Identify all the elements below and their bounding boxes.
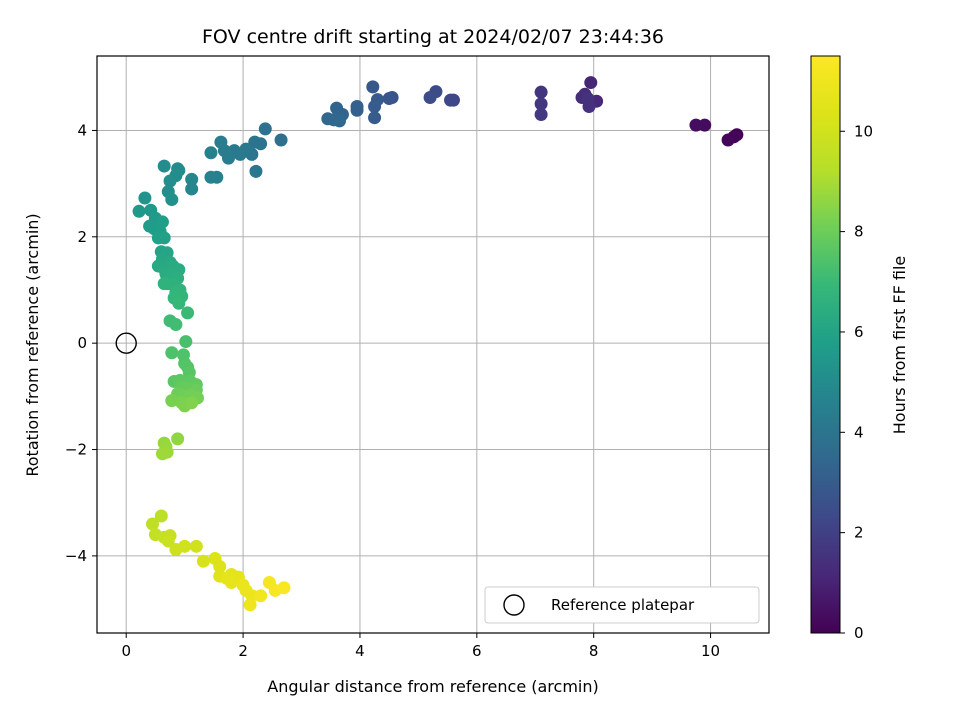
data-point	[249, 164, 263, 178]
colorbar: 0 2 4 6 8 10 Hours from first FF file	[810, 55, 909, 642]
data-point	[224, 575, 238, 589]
colorbar-tick-label: 0	[854, 624, 864, 642]
data-point	[155, 447, 169, 461]
chart-title: FOV centre drift starting at 2024/02/07 …	[202, 26, 664, 48]
data-point	[214, 135, 228, 149]
data-point	[146, 517, 160, 531]
data-point	[157, 231, 171, 245]
data-point	[581, 92, 595, 106]
data-point	[132, 204, 146, 218]
data-point	[185, 172, 199, 186]
data-points	[132, 76, 744, 612]
data-point	[277, 581, 291, 595]
x-tick-label: 0	[121, 642, 131, 660]
data-point	[172, 296, 186, 310]
colorbar-label: Hours from first FF file	[890, 256, 909, 435]
data-point	[185, 396, 199, 410]
data-point	[185, 182, 199, 196]
data-point	[204, 146, 218, 160]
data-point	[333, 114, 347, 128]
x-tick-label: 2	[238, 642, 248, 660]
data-point	[534, 85, 548, 99]
data-point	[138, 191, 152, 205]
colorbar-tick-label: 6	[854, 323, 864, 341]
y-tick-label: −4	[65, 547, 87, 565]
data-point	[721, 133, 735, 147]
x-tick-label: 4	[355, 642, 365, 660]
data-point	[274, 133, 288, 147]
y-axis-label: Rotation from reference (arcmin)	[23, 213, 42, 476]
data-point	[444, 93, 458, 107]
colorbar-tick-label: 4	[854, 423, 864, 441]
y-tick-label: −2	[65, 441, 87, 459]
x-axis-label: Angular distance from reference (arcmin)	[267, 677, 598, 696]
data-point	[154, 509, 168, 523]
data-point	[181, 306, 195, 320]
reference-marker	[115, 332, 137, 354]
x-axis-ticks: 0 2 4 6 8 10	[121, 633, 720, 660]
data-point	[382, 92, 396, 106]
data-point	[534, 97, 548, 111]
data-point	[165, 346, 179, 360]
x-tick-label: 8	[589, 642, 599, 660]
y-axis-ticks: −4 −2 0 2 4	[65, 121, 97, 565]
data-point	[368, 100, 382, 114]
colorbar-tick-label: 2	[854, 524, 864, 542]
data-point	[161, 534, 175, 548]
data-point	[330, 101, 344, 115]
data-point	[196, 554, 210, 568]
data-point	[163, 174, 177, 188]
data-point	[254, 589, 268, 603]
data-point	[350, 100, 364, 114]
plot-frame	[96, 55, 770, 634]
data-point	[157, 277, 171, 291]
colorbar-gradient	[810, 55, 841, 634]
data-point	[423, 90, 437, 104]
legend: Reference platepar	[484, 586, 760, 624]
data-point	[165, 193, 179, 207]
data-point	[189, 539, 203, 553]
data-point	[157, 159, 171, 173]
data-point	[178, 539, 192, 553]
grid-lines	[97, 56, 769, 633]
x-tick-label: 6	[472, 642, 482, 660]
colorbar-tick-label: 10	[854, 122, 873, 140]
data-point	[243, 598, 257, 612]
data-point	[204, 170, 218, 184]
data-point	[258, 122, 272, 136]
data-point	[248, 135, 262, 149]
data-point	[534, 107, 548, 121]
y-tick-label: 2	[77, 228, 87, 246]
data-point	[584, 76, 598, 90]
data-point	[366, 80, 380, 94]
data-point	[169, 318, 183, 332]
legend-label: Reference platepar	[551, 596, 695, 614]
data-point	[165, 394, 179, 408]
data-point	[321, 112, 335, 126]
data-point	[213, 560, 227, 574]
data-point	[179, 335, 193, 349]
y-tick-label: 4	[77, 121, 87, 139]
data-point	[689, 118, 703, 132]
colorbar-ticks: 0 2 4 6 8 10	[840, 122, 873, 642]
data-point	[171, 432, 185, 446]
legend-marker	[503, 594, 525, 616]
colorbar-tick-label: 8	[854, 223, 864, 241]
legend-box	[484, 586, 760, 624]
data-point	[155, 215, 169, 229]
x-tick-label: 10	[701, 642, 720, 660]
y-tick-label: 0	[77, 334, 87, 352]
data-point	[368, 111, 382, 125]
